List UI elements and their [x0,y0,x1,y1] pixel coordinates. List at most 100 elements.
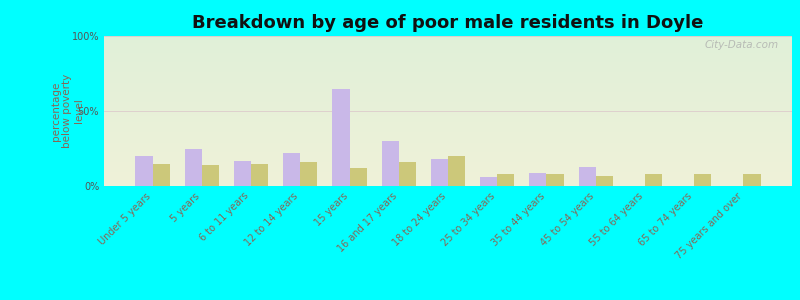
Bar [398,162,416,186]
Bar [104,41,792,42]
Bar [104,145,792,146]
Bar [104,56,792,57]
Bar [104,52,792,53]
Bar [596,176,613,186]
Bar [104,159,792,160]
Bar [104,61,792,62]
Bar [104,91,792,92]
Bar [104,53,792,54]
Bar [104,89,792,90]
Bar [104,154,792,155]
Bar [104,180,792,181]
Bar [104,122,792,123]
Bar [104,177,792,178]
Bar [104,133,792,134]
Bar [104,59,792,60]
Bar [104,162,792,163]
Bar [104,118,792,119]
Bar [104,67,792,68]
Bar [448,156,466,186]
Bar [104,158,792,159]
Title: Breakdown by age of poor male residents in Doyle: Breakdown by age of poor male residents … [192,14,704,32]
Bar [104,82,792,83]
Bar [104,160,792,161]
Bar [104,48,792,49]
Bar [430,159,448,186]
Bar [104,85,792,86]
Bar [104,82,792,83]
Bar [104,46,792,47]
Bar [104,136,792,137]
Bar [104,95,792,96]
Bar [104,113,792,114]
Bar [185,148,202,186]
Bar [251,164,268,186]
Bar [104,109,792,110]
Bar [104,169,792,170]
Bar [104,156,792,157]
Bar [104,169,792,170]
Bar [104,163,792,164]
Bar [645,174,662,186]
Bar [104,175,792,176]
Bar [104,160,792,161]
Bar [104,85,792,86]
Bar [743,174,761,186]
Bar [104,112,792,113]
Bar [104,153,792,154]
Bar [104,182,792,183]
Bar [104,150,792,151]
Bar [153,164,170,186]
Bar [104,114,792,115]
Bar [104,66,792,67]
Bar [234,160,251,186]
Bar [104,76,792,77]
Bar [104,51,792,52]
Bar [104,179,792,180]
Bar [104,102,792,103]
Bar [104,148,792,149]
Bar [104,119,792,120]
Bar [104,135,792,136]
Bar [104,94,792,95]
Bar [104,37,792,38]
Bar [104,144,792,145]
Bar [104,63,792,64]
Bar [104,116,792,117]
Bar [104,84,792,85]
Bar [104,38,792,39]
Bar [104,124,792,125]
Bar [104,155,792,156]
Bar [104,164,792,165]
Bar [104,184,792,185]
Bar [694,174,711,186]
Text: City-Data.com: City-Data.com [704,40,778,50]
Bar [104,96,792,97]
Bar [104,157,792,158]
Bar [104,161,792,162]
Bar [104,83,792,84]
Bar [104,110,792,111]
Bar [104,98,792,99]
Bar [104,73,792,74]
Bar [104,97,792,98]
Bar [104,139,792,140]
Bar [104,146,792,147]
Bar [104,131,792,132]
Bar [104,167,792,168]
Bar [104,99,792,100]
Bar [104,126,792,127]
Bar [104,80,792,81]
Bar [104,152,792,153]
Bar [104,74,792,75]
Bar [104,111,792,112]
Bar [104,137,792,138]
Bar [104,45,792,46]
Bar [104,77,792,78]
Bar [104,108,792,109]
Bar [104,79,792,80]
Bar [104,106,792,107]
Bar [104,142,792,143]
Bar [104,44,792,45]
Bar [104,174,792,175]
